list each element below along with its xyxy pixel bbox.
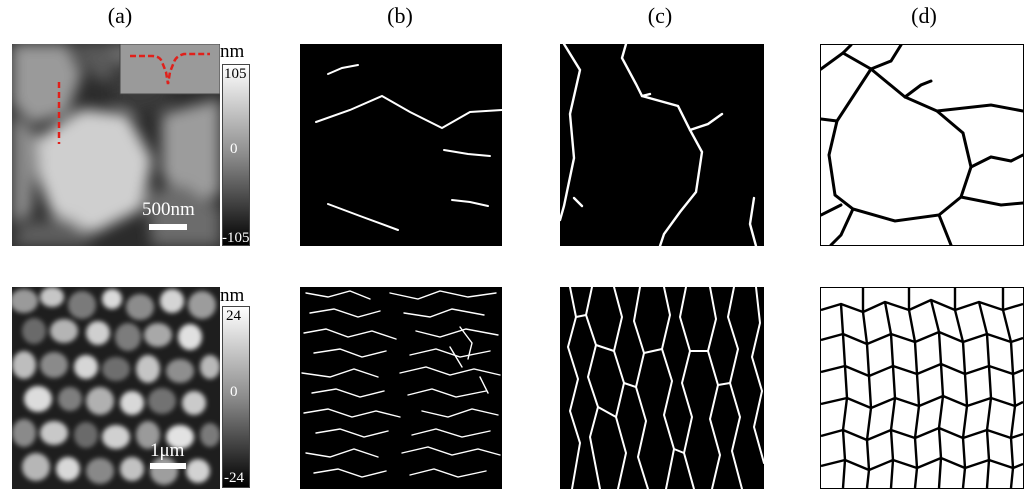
scale-bar-row2 <box>150 463 186 469</box>
colorbar-row1 <box>222 64 250 246</box>
colorbar-row2 <box>222 306 250 488</box>
edge-map-b-row2 <box>300 287 502 489</box>
colorbar-unit-row2: nm <box>220 285 245 306</box>
colorbar-mid-row1: 0 <box>230 141 238 157</box>
colorbar-max-row1: 105 <box>224 66 247 82</box>
afm-image-row2: 1μm <box>12 287 220 489</box>
scale-bar-label-row1: 500nm <box>142 199 195 220</box>
colorbar-max-row2: 24 <box>226 308 241 324</box>
scale-bar-label-row2: 1μm <box>150 440 185 461</box>
edge-map-b-row1 <box>300 44 502 246</box>
afm-image-row1: 500nm <box>12 44 220 246</box>
inset-profile-line <box>130 52 210 85</box>
colorbar-unit-row1: nm <box>220 41 245 62</box>
panel-label-a: (a) <box>107 3 133 28</box>
edge-map-c-row2 <box>560 287 764 489</box>
grain-map-d-row2 <box>820 287 1024 489</box>
panel-label-c: (c) <box>647 3 673 28</box>
grain-map-d-row1 <box>820 44 1024 246</box>
scale-bar-row1 <box>149 224 187 230</box>
panel-label-d: (d) <box>911 3 937 28</box>
panel-label-b: (b) <box>387 3 413 28</box>
colorbar-min-row1: -105 <box>222 230 250 246</box>
edge-map-c-row1 <box>560 44 764 246</box>
colorbar-min-row2: -24 <box>224 470 244 486</box>
colorbar-mid-row2: 0 <box>230 384 238 400</box>
